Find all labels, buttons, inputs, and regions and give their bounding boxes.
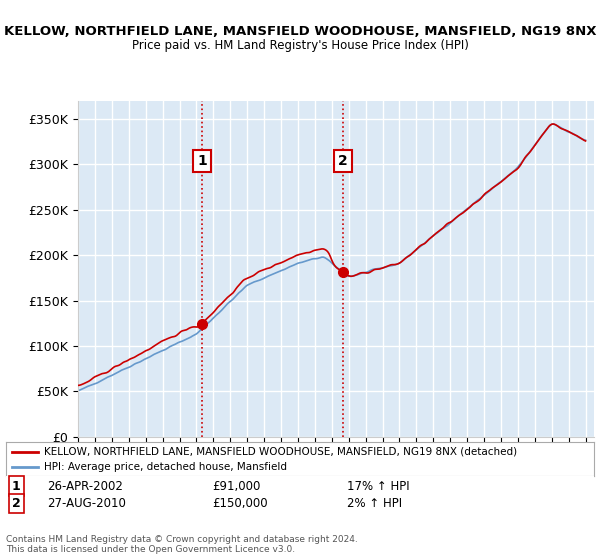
Text: Price paid vs. HM Land Registry's House Price Index (HPI): Price paid vs. HM Land Registry's House … — [131, 39, 469, 52]
Text: 17% ↑ HPI: 17% ↑ HPI — [347, 479, 410, 493]
Text: 1: 1 — [197, 155, 207, 169]
Text: KELLOW, NORTHFIELD LANE, MANSFIELD WOODHOUSE, MANSFIELD, NG19 8NX: KELLOW, NORTHFIELD LANE, MANSFIELD WOODH… — [4, 25, 596, 38]
Text: HPI: Average price, detached house, Mansfield: HPI: Average price, detached house, Mans… — [44, 461, 287, 472]
Text: 27-AUG-2010: 27-AUG-2010 — [47, 497, 126, 510]
Text: 26-APR-2002: 26-APR-2002 — [47, 479, 123, 493]
Text: 2% ↑ HPI: 2% ↑ HPI — [347, 497, 402, 510]
Text: £150,000: £150,000 — [212, 497, 268, 510]
Text: 2: 2 — [12, 497, 20, 510]
Text: KELLOW, NORTHFIELD LANE, MANSFIELD WOODHOUSE, MANSFIELD, NG19 8NX (detached): KELLOW, NORTHFIELD LANE, MANSFIELD WOODH… — [44, 447, 517, 457]
Text: 2: 2 — [338, 155, 347, 169]
Text: Contains HM Land Registry data © Crown copyright and database right 2024.
This d: Contains HM Land Registry data © Crown c… — [6, 535, 358, 554]
Text: 1: 1 — [12, 479, 20, 493]
Text: £91,000: £91,000 — [212, 479, 260, 493]
